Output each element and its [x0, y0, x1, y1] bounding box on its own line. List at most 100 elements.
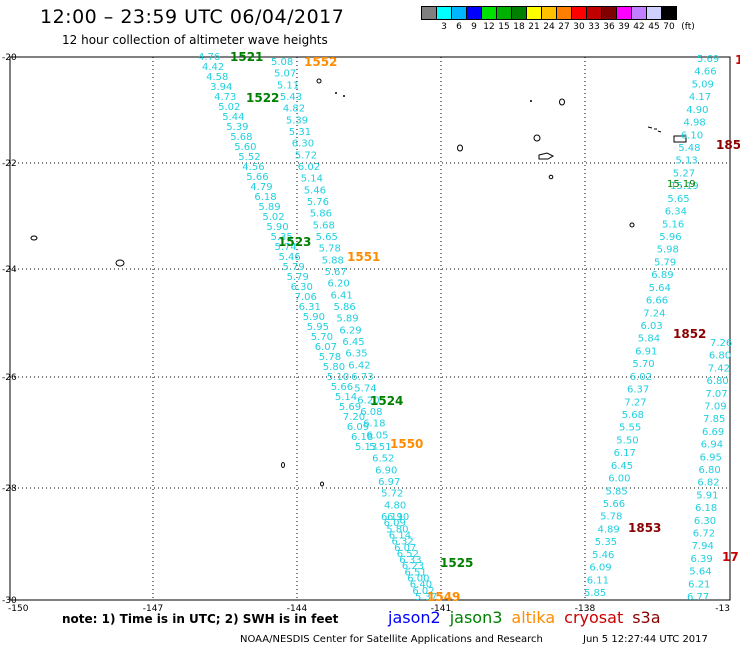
track-a-swh-value: 5.68	[230, 132, 252, 143]
track-b-swh-value: 5.08	[271, 57, 293, 68]
pass-label: 15.19	[667, 179, 696, 190]
track-a-swh-value: 5.35	[271, 232, 293, 243]
track-d-swh-value: 6.37	[627, 385, 649, 396]
track-a-swh-value: 6.30	[291, 282, 313, 293]
island	[538, 152, 555, 160]
track-c-swh-value: 6.33	[399, 555, 421, 566]
longitude-label: -138	[575, 604, 596, 614]
island	[316, 78, 322, 84]
track-a-swh-value: 4.56	[242, 162, 264, 173]
track-d-swh-value: 5.85	[584, 588, 606, 599]
track-a-swh-value: 5.70	[311, 332, 333, 343]
track-a-swh-value: 6.09	[347, 422, 369, 433]
track-e-swh-value: 7.07	[705, 389, 727, 400]
track-d-swh-value: 5.16	[662, 219, 684, 230]
island	[281, 462, 285, 468]
track-a-swh-value: 4.58	[206, 72, 228, 83]
track-d-swh-value: 6.10	[681, 130, 703, 141]
track-d-swh-value: 5.79	[654, 257, 676, 268]
legend-labels: 3 6 9 12 15 18 21 24 27 30 33 36 39 42 45 70 (ft)	[421, 20, 731, 34]
track-d-swh-value: 7.27	[624, 397, 646, 408]
track-e-swh-value: 6.80	[699, 465, 721, 476]
track-e-swh-value: 7.42	[708, 363, 730, 374]
track-d-swh-value: 5.78	[600, 512, 622, 523]
track-b-swh-value: 6.73	[351, 372, 373, 383]
legend-label: 12	[483, 22, 495, 32]
track-d-swh-value: 5.98	[657, 245, 679, 256]
track-a-swh-value: 5.90	[303, 312, 325, 323]
track-e-swh-value: 7.09	[704, 402, 726, 413]
track-b-swh-value: 5.07	[274, 69, 296, 80]
track-b-swh-value: 5.86	[334, 302, 356, 313]
track-c-swh-value: 6.09	[384, 518, 406, 529]
track-d-swh-value: 5.64	[649, 283, 671, 294]
track-d-swh-value: 4.98	[684, 118, 706, 129]
track-c-swh-value: 6.52	[397, 549, 419, 560]
track-a-swh-value: 5.79	[283, 262, 305, 273]
track-b-swh-value: 6.05	[366, 430, 388, 441]
pass-label: 1550	[390, 437, 423, 451]
track-b-swh-value: 5.11	[277, 80, 299, 91]
graticule: -150 -147 -144 -141 -138 -13 -20 -22 -24 -26 -28 -3…	[2, 53, 730, 614]
track-a-swh-value: 5.66	[246, 172, 268, 183]
track-e-swh-value: 6.94	[701, 440, 723, 451]
island	[533, 134, 541, 142]
track-d-swh-value: 6.11	[587, 575, 609, 586]
track-b-swh-value: 5.72	[295, 150, 317, 161]
track-a-swh-value: 5.66	[331, 382, 353, 393]
track-a-swh-value: 5.52	[238, 152, 260, 163]
legend-label: 70	[663, 22, 675, 32]
track-a-swh-value: 5.69	[339, 402, 361, 413]
track-e-swh-value: 6.77	[687, 592, 709, 603]
latitude-label: -24	[2, 265, 17, 275]
track-a-swh-value: 5.46	[279, 252, 301, 263]
pass-label: 1524	[370, 394, 403, 408]
pass-label: 1853	[628, 521, 661, 535]
track-e-swh-value: 6.72	[693, 529, 715, 540]
track-d-swh-value: 6.45	[611, 461, 633, 472]
track-d-swh-value: 7.24	[643, 308, 665, 319]
track-d-swh-value: 5.13	[676, 156, 698, 167]
track-a-swh-value: 6.07	[315, 342, 337, 353]
generated-timestamp: Jun 5 12:27:44 UTC 2017	[583, 634, 708, 645]
track-d-swh-value: 4.17	[689, 92, 711, 103]
satellite-legend: jason2 jason3 altika cryosat s3a	[388, 608, 670, 627]
pass-labels: 1521 1552 1522 1523 1551 1524 1550 1525 1549 1852…	[230, 50, 740, 604]
track-d-swh-value: 5.66	[603, 499, 625, 510]
pass-label: 1852	[673, 327, 706, 341]
track-b-swh-value: 5.51	[369, 442, 391, 453]
pass-label: 1523	[278, 235, 311, 249]
satellite-jason2: jason2	[388, 608, 441, 627]
longitude-label: -147	[143, 604, 163, 614]
track-c-swh-value: 5.80	[386, 524, 408, 535]
track-a-swh-value: 5.13	[355, 442, 377, 453]
satellite-cryosat: cryosat	[564, 608, 624, 627]
track-b-swh-value: 6.18	[363, 419, 385, 430]
track-a-swh-value: 5.80	[323, 362, 345, 373]
track-b-swh-value: 5.76	[307, 197, 329, 208]
track-c-swh-value: 6.02	[412, 586, 434, 597]
legend-label: 9	[471, 22, 477, 32]
track-a-swh-value: 7.06	[295, 292, 317, 303]
track-b-swh-value: 5.68	[313, 220, 335, 231]
track-a-swh-value: 5.10	[327, 372, 349, 383]
color-scale-legend: 3 6 9 12 15 18 21 24 27 30 33 36 39 42 45 70 (ft)	[421, 6, 731, 34]
track-c-swh-value: 6.00	[407, 574, 429, 585]
track-b-swh-value: 5.46	[304, 185, 326, 196]
track-b-swh-value: 6.45	[342, 337, 364, 348]
track-d-swh-value: 5.84	[638, 334, 660, 345]
track-c-swh-value: 6.32	[392, 537, 414, 548]
island	[559, 98, 565, 106]
legend-label: 45	[648, 22, 660, 32]
island	[548, 174, 554, 180]
track-b-swh-value: 6.41	[331, 290, 353, 301]
track-a-swh-value: 4.79	[250, 182, 272, 193]
track-b-swh-value: 6.30	[292, 139, 314, 150]
track-b-swh-value: 5.72	[381, 489, 403, 500]
island	[629, 222, 635, 228]
track-a-swh-value: 5.78	[319, 352, 341, 363]
track-d-swh-value: 6.34	[665, 207, 687, 218]
track-a-swh-value: 5.02	[218, 102, 240, 113]
track-d-swh-value: 4.66	[694, 67, 716, 78]
track-d-swh-value: 5.35	[595, 537, 617, 548]
